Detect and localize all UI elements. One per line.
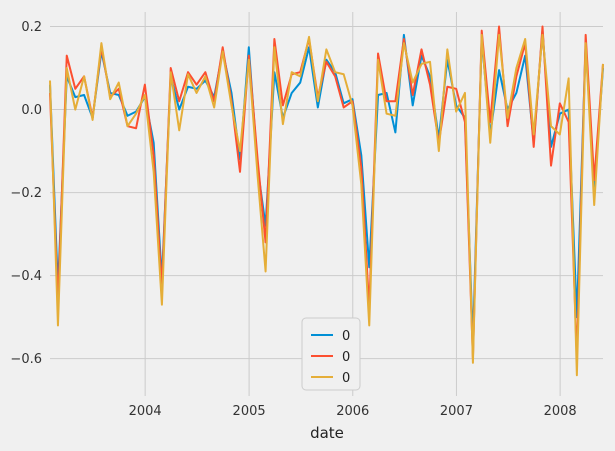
y-tick-label: −0.6 [10, 352, 42, 367]
grid [50, 12, 603, 396]
y-tick-label: −0.4 [10, 269, 42, 284]
legend-label: 0 [342, 329, 350, 344]
legend: 0 0 0 [301, 317, 361, 391]
legend-label: 0 [342, 371, 350, 386]
y-axis-ticks: 0.2 0.0 −0.2 −0.4 −0.6 [10, 20, 42, 367]
series-line-2 [49, 33, 604, 377]
legend-box [301, 317, 361, 391]
y-tick-label: −0.2 [10, 186, 42, 201]
x-tick-label: 2007 [440, 404, 473, 419]
series-layer [49, 25, 604, 377]
x-axis-label: date [310, 424, 344, 442]
x-axis-ticks: 2004 2005 2006 2007 2008 [129, 404, 577, 419]
x-tick-label: 2004 [129, 404, 162, 419]
x-tick-label: 2008 [544, 404, 577, 419]
x-tick-label: 2005 [233, 404, 266, 419]
x-tick-label: 2006 [336, 404, 369, 419]
y-tick-label: 0.0 [21, 103, 42, 118]
y-tick-label: 0.2 [21, 20, 42, 35]
legend-label: 0 [342, 350, 350, 365]
